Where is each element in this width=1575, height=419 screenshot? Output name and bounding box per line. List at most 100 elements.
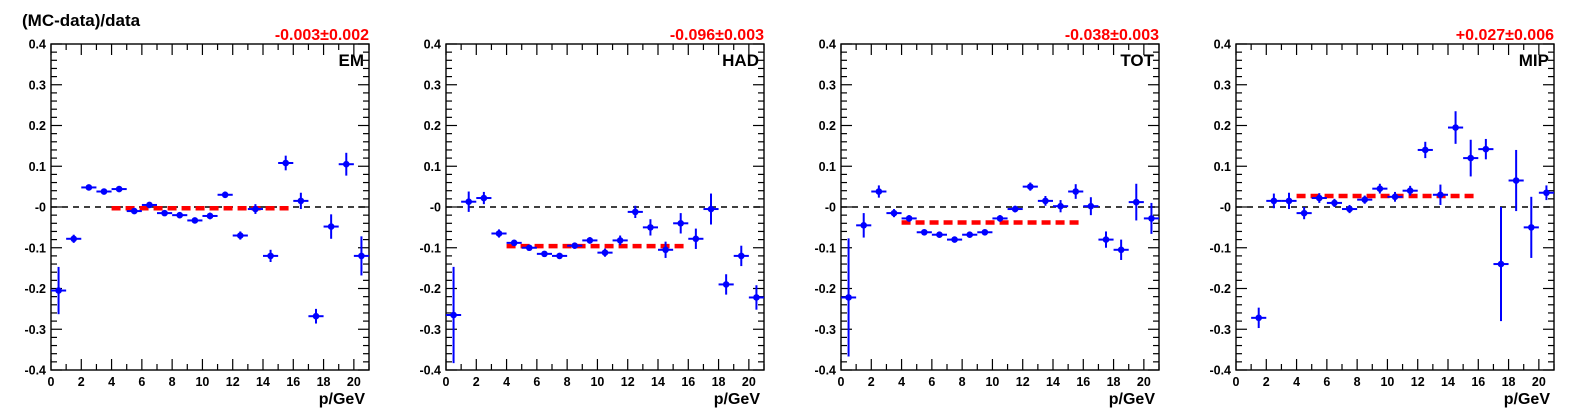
data-point [1311,193,1327,203]
marker [707,205,715,213]
marker [312,312,320,320]
marker [1011,205,1019,213]
x-tick-label: 10 [985,375,999,389]
x-axis-title: p/GeV [714,391,761,408]
marker [1255,314,1263,322]
marker [966,231,974,239]
marker [1300,209,1308,217]
marker [631,208,639,216]
data-point [323,214,339,239]
marker [1346,205,1353,213]
data-point [1053,200,1069,213]
y-tick-label: 0.1 [29,160,46,174]
marker [1148,215,1155,222]
data-point [748,285,764,310]
data-point [1068,184,1084,199]
marker [510,239,518,247]
marker [1117,246,1125,254]
marker [161,209,168,217]
marker [480,194,488,202]
marker [1376,185,1384,192]
data-point [688,228,704,249]
marker [1497,260,1505,268]
data-point [187,217,203,224]
fit-result-label: -0.038±0.003 [1065,27,1159,44]
marker [1467,154,1475,162]
panel-mip: -0.4 -0.3 -0.2 -0.1 -0 0.1 0.2 0.3 0.4 0 2 4 6 8 10 12 1… [1209,27,1555,408]
panel-label: TOT [1120,51,1154,70]
data-point [506,239,522,247]
y-tick-label: -0.3 [814,323,836,337]
marker [1527,224,1535,231]
data-point [658,241,674,258]
y-tick-label: -0.1 [1209,241,1231,255]
marker [647,224,654,231]
marker [1331,199,1338,207]
fit-result-label: +0.027±0.006 [1456,27,1554,44]
y-axis-title: (MC-data)/data [22,11,141,30]
marker [677,220,685,227]
x-tick-label: 8 [564,375,571,389]
marker [282,159,290,167]
x-tick-label: 20 [1532,375,1546,389]
panel-tot: -0.4 -0.3 -0.2 -0.1 -0 0.1 0.2 0.3 0.4 0 2 4 6 8 10 12 1… [814,27,1160,408]
x-tick-label: 12 [621,375,635,389]
panel-em: -0.4 -0.3 -0.2 -0.1 -0 0.1 0.2 0.3 0.4 0 2 4 6 8 10 12 1… [24,27,370,408]
data-point [612,235,628,246]
marker [327,223,335,230]
marker [936,231,943,239]
marker [1406,187,1414,194]
y-tick-label: -0 [1220,201,1231,215]
marker [905,215,913,222]
x-tick-label: 14 [256,375,270,389]
y-tick-label: -0.2 [419,282,441,296]
data-point [1523,196,1539,258]
x-tick-label: 16 [681,375,695,389]
data-point [1083,197,1099,216]
data-point [627,205,643,219]
marker [55,287,62,294]
y-tick-label: -0.4 [814,364,836,378]
x-tick-label: 4 [503,375,510,389]
data-point [51,266,67,315]
marker [981,228,989,236]
x-tick-label: 18 [317,375,331,389]
marker [1452,124,1459,131]
data-point [1478,138,1494,160]
data-point [552,252,568,260]
data-point [1508,149,1524,212]
x-tick-label: 18 [1502,375,1516,389]
y-tick-label: -0 [35,201,46,215]
data-point [1037,195,1053,206]
marker [556,252,563,260]
data-point [476,191,492,205]
x-tick-label: 16 [286,375,300,389]
marker [267,252,274,260]
data-point [202,212,218,220]
data-point [1357,195,1373,204]
x-tick-label: 20 [1137,375,1151,389]
x-tick-label: 8 [959,375,966,389]
data-point [66,234,82,243]
data-point [567,242,583,250]
marker [875,188,883,195]
data-point [536,250,552,258]
x-tick-label: 6 [138,375,145,389]
data-point [1387,191,1403,202]
x-tick-label: 0 [443,375,450,389]
data-point [293,192,309,210]
data-point [111,185,127,193]
y-tick-label: -0.1 [814,241,836,255]
y-tick-label: -0.1 [24,241,46,255]
data-point [1432,184,1448,205]
x-tick-label: 4 [898,375,905,389]
y-tick-label: -0 [430,201,441,215]
marker [342,160,350,168]
data-point [338,152,354,176]
x-axis-title: p/GeV [319,391,366,408]
x-axis-title: p/GeV [1109,391,1156,408]
x-tick-label: 2 [868,375,875,389]
marker [1421,146,1429,154]
data-point [947,236,963,243]
